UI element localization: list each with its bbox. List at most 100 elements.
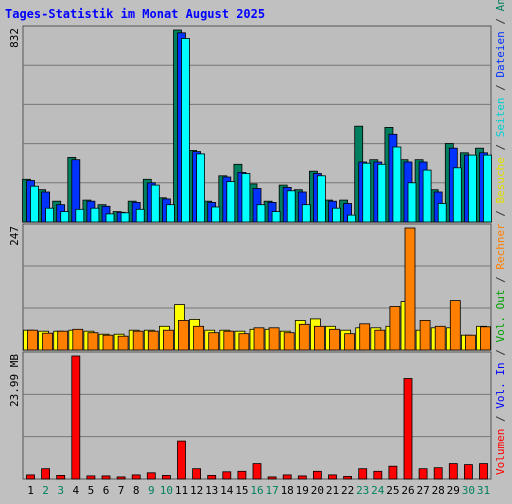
bar-rechner-day-21 (329, 328, 340, 351)
legend-separator: / (494, 343, 507, 363)
y-max-label: 23.99 MB (8, 354, 21, 407)
bar-volumen-day-17 (267, 476, 277, 480)
y-max-label: 832 (8, 28, 21, 48)
bar-volumen-day-7 (116, 476, 126, 480)
x-tick-label: 27 (416, 484, 429, 497)
bar-volumen-day-28 (433, 467, 443, 480)
x-tick-label: 21 (326, 484, 339, 497)
x-tick-label: 12 (190, 484, 203, 497)
x-tick-label: 16 (250, 484, 263, 497)
bar-seiten-day-20 (316, 175, 326, 223)
bar-rechner-day-15 (238, 333, 250, 351)
legend-separator: / (494, 78, 507, 98)
bar-rechner-day-25 (389, 306, 401, 351)
bar-volumen-day-15 (237, 470, 247, 480)
x-tick-label: 8 (133, 484, 140, 497)
legend-entry: Besuche (494, 157, 507, 203)
x-tick-label: 23 (356, 484, 369, 497)
panel-frame (22, 351, 492, 480)
bar-seiten-day-19 (301, 204, 311, 223)
bar-seiten-day-6 (105, 213, 115, 223)
x-tick-label: 1 (27, 484, 34, 497)
bar-volumen-day-24 (373, 470, 383, 480)
legend-separator: / (494, 409, 507, 429)
legend-entry: Rechner (494, 223, 507, 270)
legend-separator: / (494, 270, 507, 290)
x-tick-label: 17 (265, 484, 278, 497)
right-legend: Volumen / Vol. In / Vol. Out / Rechner /… (494, 0, 507, 475)
bar-volumen-day-8 (131, 474, 141, 480)
bar-volumen-day-11 (177, 440, 186, 480)
x-tick-label: 4 (72, 484, 79, 497)
bar-rechner-day-20 (313, 325, 325, 351)
bar-seiten-day-17 (271, 211, 281, 223)
bar-seiten-day-1 (30, 185, 39, 223)
bar-seiten-day-24 (377, 163, 387, 223)
bar-volumen-day-9 (146, 472, 156, 480)
legend-entry: Anfragen (494, 0, 507, 11)
bar-seiten-day-26 (407, 182, 417, 223)
bar-rechner-day-2 (42, 332, 53, 351)
bar-volumen-day-25 (388, 465, 398, 480)
legend-entry: Seiten (494, 97, 507, 137)
bar-seiten-day-15 (241, 173, 251, 223)
bar-volumen-day-21 (328, 474, 337, 480)
legend-separator: / (494, 203, 507, 223)
panel-middle: 247 (8, 223, 492, 351)
bar-rechner-day-8 (132, 330, 144, 351)
x-tick-label: 5 (88, 484, 95, 497)
bar-volumen-day-26 (403, 378, 413, 480)
x-tick-label: 9 (148, 484, 155, 497)
bar-seiten-day-12 (196, 153, 206, 223)
bar-seiten-day-10 (165, 204, 175, 223)
bar-rechner-day-6 (102, 334, 114, 351)
bar-volumen-day-27 (418, 468, 428, 480)
bar-rechner-day-13 (208, 332, 220, 351)
bar-seiten-day-31 (483, 154, 492, 223)
bar-seiten-day-2 (45, 207, 54, 223)
x-tick-label: 14 (220, 484, 234, 497)
x-tick-label: 20 (311, 484, 324, 497)
x-tick-label: 6 (103, 484, 110, 497)
x-tick-label: 2 (42, 484, 49, 497)
bar-rechner-day-17 (268, 327, 280, 351)
legend-entry: Dateien (494, 31, 507, 77)
legend-entry: Volumen (494, 429, 507, 475)
bar-rechner-day-4 (72, 328, 84, 351)
bar-volumen-day-12 (192, 468, 202, 480)
panel-bottom: 23.99 MB (8, 351, 492, 480)
bar-volumen-day-23 (358, 468, 368, 480)
x-tick-label: 24 (371, 484, 385, 497)
x-tick-label: 25 (386, 484, 399, 497)
bar-volumen-day-13 (207, 474, 217, 480)
bar-volumen-day-1 (26, 474, 35, 480)
bar-rechner-day-9 (147, 330, 159, 351)
bar-rechner-day-18 (283, 332, 295, 351)
bar-rechner-day-31 (480, 326, 491, 351)
x-tick-label: 18 (281, 484, 294, 497)
bar-seiten-day-29 (452, 167, 462, 223)
bar-rechner-day-30 (464, 334, 476, 351)
bar-volumen-day-30 (463, 464, 473, 480)
x-tick-label: 26 (401, 484, 414, 497)
bar-rechner-day-1 (27, 329, 38, 351)
bar-rechner-day-23 (359, 323, 371, 351)
bar-rechner-day-14 (223, 330, 235, 351)
bar-seiten-day-27 (422, 169, 432, 223)
bar-rechner-day-7 (117, 335, 129, 351)
bar-seiten-day-13 (211, 206, 221, 223)
bar-volumen-day-19 (297, 475, 307, 480)
bar-volumen-day-16 (252, 463, 262, 480)
x-tick-label: 22 (341, 484, 354, 497)
bar-volumen-day-3 (56, 474, 66, 480)
bar-rechner-day-16 (253, 327, 265, 351)
panel-top: 832 (8, 25, 492, 223)
bar-volumen-day-22 (343, 475, 353, 480)
bar-seiten-day-22 (347, 214, 357, 223)
bar-seiten-day-14 (226, 181, 236, 223)
bar-volumen-day-29 (448, 463, 458, 480)
bar-seiten-day-25 (392, 146, 402, 223)
x-tick-label: 11 (175, 484, 188, 497)
bar-rechner-day-28 (434, 325, 446, 351)
